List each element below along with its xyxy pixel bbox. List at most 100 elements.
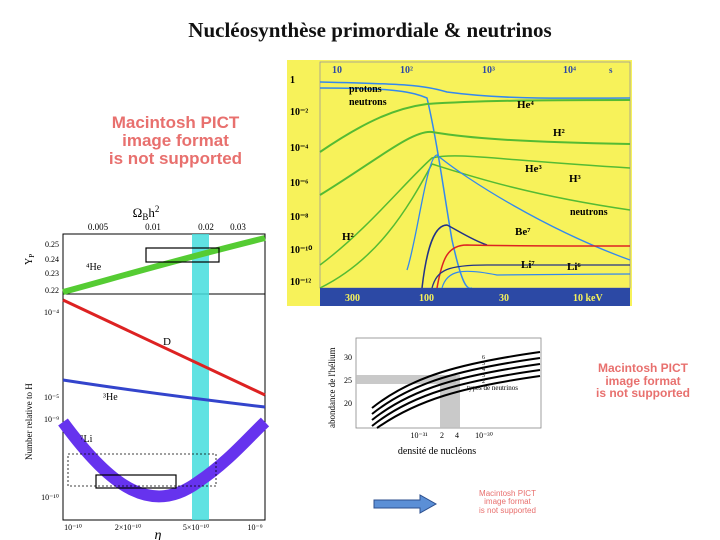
x-tick-label: 2×10⁻¹⁰ xyxy=(115,523,141,532)
wmap-band xyxy=(192,234,209,520)
bottom-tick-label: 10 keV xyxy=(573,293,604,304)
x-tick-label: 10⁻¹⁰ xyxy=(64,523,82,532)
curve-label: 2 xyxy=(482,379,485,385)
top-tick-label: 0.01 xyxy=(145,222,161,232)
yp-tick-label: 0.23 xyxy=(45,269,59,278)
bottom-tick-label: 100 xyxy=(419,293,434,304)
placeholder-line: image format xyxy=(605,373,681,388)
y-axis-label: abondance de l'hélium xyxy=(327,347,337,428)
bottom-tick-label: 30 xyxy=(499,293,509,304)
placeholder-line: image format xyxy=(484,497,531,507)
neutrons-right-label: neutrons xyxy=(570,207,608,218)
top-tick-label: 10 xyxy=(332,65,342,76)
h3-curve xyxy=(319,163,631,289)
x-tick-label: 10⁻³¹ xyxy=(410,431,428,440)
top-tick-label: 0.02 xyxy=(198,222,214,232)
be7-red-curve xyxy=(436,244,631,289)
nu-curve-6 xyxy=(371,351,541,409)
li7-label: Li⁷ xyxy=(521,259,535,271)
y-tick-label: 10⁻⁹ xyxy=(44,415,59,424)
neutrons-label: neutrons xyxy=(349,97,387,108)
he4-label: He⁴ xyxy=(517,99,534,111)
li7-label: ⁷Li xyxy=(80,434,93,445)
curve-label: 6 xyxy=(482,355,485,361)
neutrons-curve xyxy=(319,87,473,290)
bottom-axis-strip xyxy=(320,288,630,306)
li7-curve xyxy=(431,264,630,289)
eta-axis-label: η xyxy=(155,528,162,540)
protons-curve xyxy=(319,81,631,99)
placeholder-line: Macintosh PICT xyxy=(479,489,536,498)
y-tick-label: 10⁻⁴ xyxy=(44,308,59,317)
x-tick-label: 4 xyxy=(455,431,459,440)
curve-label: 4 xyxy=(482,367,485,373)
y-tick-label: 10⁻² xyxy=(290,107,308,118)
unsupported-image-placeholder: Macintosh PICT image format is not suppo… xyxy=(445,489,570,515)
top-tick-label: 10² xyxy=(400,65,413,76)
corner-label: s xyxy=(609,65,613,75)
curve-label: 3 xyxy=(482,373,485,379)
y-tick-label: 10⁻⁵ xyxy=(44,393,59,402)
placeholder-line: is not supported xyxy=(108,148,243,168)
neutrino-types-label: types de neutrinos xyxy=(467,384,518,392)
placeholder-line: is not supported xyxy=(596,386,690,401)
li7-observation-box xyxy=(95,474,177,489)
neutrons-tail-curve xyxy=(406,154,631,271)
unsupported-image-placeholder: Macintosh PICT image format is not suppo… xyxy=(88,114,263,168)
top-tick-label: 0.03 xyxy=(230,222,246,232)
y-tick-label: 20 xyxy=(344,399,352,408)
abundance-evolution-plot: 10 10² 10³ 10⁴ s 1 10⁻² 10⁻⁴ 10⁻⁶ 10⁻⁸ 1… xyxy=(287,60,632,306)
y-axis-label: Number relative to H xyxy=(24,383,34,460)
placeholder-line: image format xyxy=(122,130,229,150)
omega-axis-label: ΩBh2 xyxy=(133,204,160,222)
y-tick-label: 1 xyxy=(290,75,295,86)
he3-curve xyxy=(62,378,266,409)
y-tick-label: 10⁻¹² xyxy=(290,277,311,288)
right-arrow-icon xyxy=(373,494,438,514)
helium-highlight xyxy=(356,375,456,384)
nu-curve-5 xyxy=(371,357,541,415)
y-tick-label: 10⁻⁶ xyxy=(290,178,308,189)
h2-low-label: H² xyxy=(342,231,355,243)
be7-label: Be⁷ xyxy=(515,226,531,238)
x-tick-label: 5×10⁻¹⁰ xyxy=(183,523,209,532)
placeholder-line: Macintosh PICT xyxy=(111,113,240,132)
x-tick-label: 10⁻⁹ xyxy=(247,523,262,532)
deuterium-label: D xyxy=(163,336,171,348)
li6-curve xyxy=(441,270,631,289)
bottom-tick-label: 300 xyxy=(345,293,360,304)
he3-label: He³ xyxy=(525,163,542,175)
yp-tick-label: 0.22 xyxy=(45,286,59,295)
he3-curve xyxy=(319,155,631,266)
helium-vs-density-plot: abondance de l'hélium 30 25 20 6 5 4 3 2… xyxy=(322,318,547,463)
top-tick-label: 0.005 xyxy=(88,222,109,232)
h3-label: H³ xyxy=(569,173,582,185)
be7-curve xyxy=(421,224,488,289)
unsupported-image-placeholder: Macintosh PICT image format is not suppo… xyxy=(588,362,698,400)
h2-curve xyxy=(319,130,631,196)
y-tick-label: 10⁻¹⁰ xyxy=(41,493,59,502)
x-tick-label: 10⁻³⁰ xyxy=(475,431,493,440)
y-tick-label: 25 xyxy=(344,376,352,385)
nu-curve-2 xyxy=(376,375,541,429)
he4-curve xyxy=(62,235,266,295)
y-tick-label: 10⁻¹⁰ xyxy=(290,245,312,256)
x-tick-label: 2 xyxy=(440,431,444,440)
he4-observation-box xyxy=(145,247,220,263)
y-tick-label: 30 xyxy=(344,353,352,362)
he4-label: ⁴He xyxy=(86,262,102,273)
yp-tick-label: 0.24 xyxy=(45,255,59,264)
he3-label: ³He xyxy=(103,392,118,403)
deuterium-curve xyxy=(62,298,266,397)
y-tick-label: 10⁻⁴ xyxy=(290,143,308,154)
curve-label: 5 xyxy=(482,361,485,367)
yp-tick-label: 0.25 xyxy=(45,240,59,249)
placeholder-line: Macintosh PICT xyxy=(597,361,688,375)
top-tick-label: 10³ xyxy=(482,65,495,76)
x-axis-label: densité de nucléons xyxy=(398,446,476,457)
placeholder-line: is not supported xyxy=(479,505,536,515)
h2-label: H² xyxy=(553,127,566,139)
top-tick-label: 10⁴ xyxy=(563,65,576,76)
li6-label: Li⁶ xyxy=(567,261,581,273)
li7-dashed-box xyxy=(67,453,217,487)
